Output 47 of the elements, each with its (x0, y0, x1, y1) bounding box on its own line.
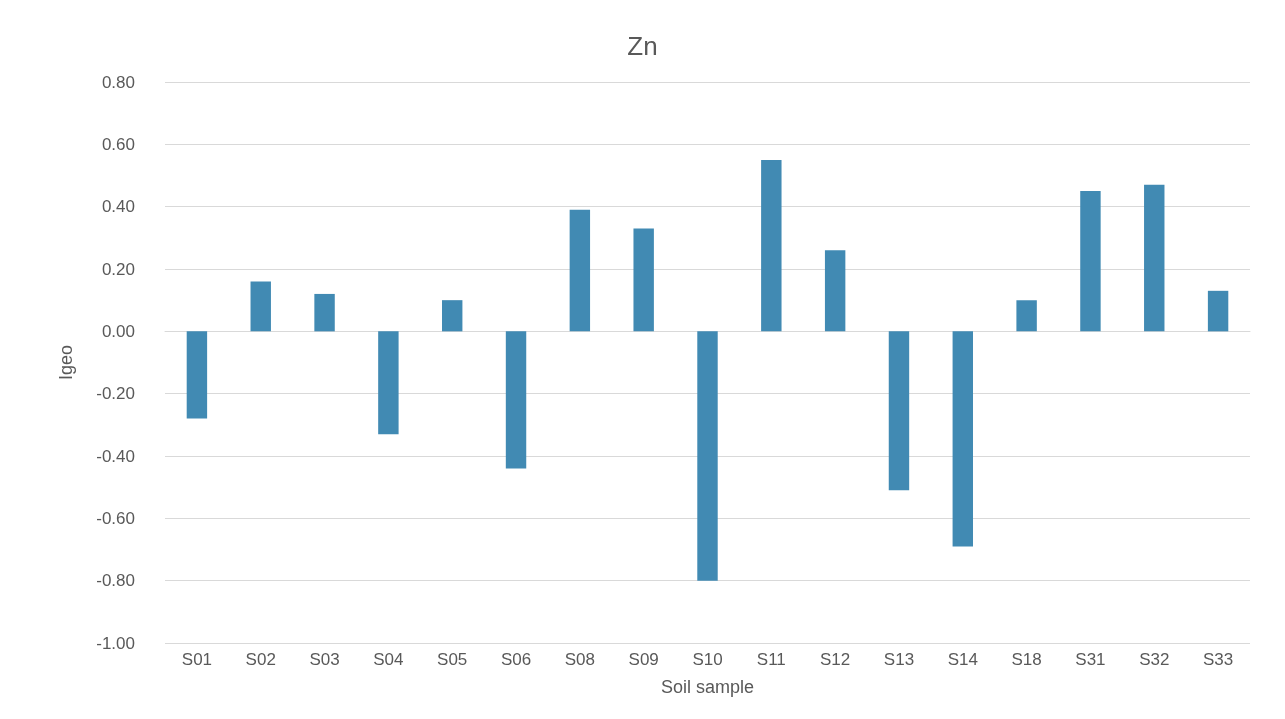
bar (633, 228, 654, 332)
bar (952, 331, 974, 547)
x-axis-title: Soil sample (660, 677, 755, 697)
bar (505, 331, 527, 469)
bar (1144, 184, 1165, 332)
bar (761, 159, 782, 332)
x-tick-label: S03 (309, 650, 340, 669)
bar (186, 331, 208, 419)
bar (378, 331, 399, 435)
x-tick-label: S04 (373, 650, 404, 669)
y-tick-label: -0.40 (96, 446, 135, 466)
chart-title: Zn (627, 31, 658, 61)
x-tick-label: S11 (756, 650, 786, 669)
bar (441, 300, 463, 332)
y-axis-title: Igeo (56, 344, 76, 381)
x-tick-label: S32 (1139, 650, 1170, 669)
x-tick-label: S06 (500, 650, 532, 669)
x-tick-label: S02 (245, 650, 276, 669)
x-tick-label: S08 (564, 650, 595, 669)
y-tick-label: -0.60 (96, 508, 135, 528)
bar (314, 293, 335, 332)
bar (1080, 191, 1101, 332)
bar (888, 331, 910, 491)
y-tick-label: 0.40 (101, 197, 135, 217)
y-tick-label: 0.00 (101, 321, 135, 341)
y-tick-label: 0.20 (101, 259, 135, 279)
y-tick-label: -0.80 (96, 571, 135, 591)
x-tick-label: S18 (1011, 650, 1042, 669)
y-tick-label: -1.00 (96, 633, 135, 653)
x-tick-label: S14 (947, 650, 978, 669)
bar (1207, 290, 1229, 332)
bar (250, 281, 271, 332)
bar (824, 250, 846, 332)
y-tick-label: 0.80 (101, 72, 135, 92)
x-tick-label: S12 (820, 650, 851, 669)
x-tick-label: S33 (1202, 650, 1234, 669)
x-tick-label: S13 (883, 650, 915, 669)
x-tick-label: S09 (628, 650, 659, 669)
x-tick-label: S05 (437, 650, 468, 669)
bar (697, 331, 718, 581)
bar (1016, 300, 1037, 332)
bar (569, 209, 591, 332)
y-tick-label: -0.20 (96, 384, 135, 404)
x-tick-label: S31 (1075, 650, 1106, 669)
x-tick-label: S10 (692, 650, 723, 669)
x-tick-label: S01 (181, 650, 213, 669)
y-tick-label: 0.60 (101, 134, 135, 154)
